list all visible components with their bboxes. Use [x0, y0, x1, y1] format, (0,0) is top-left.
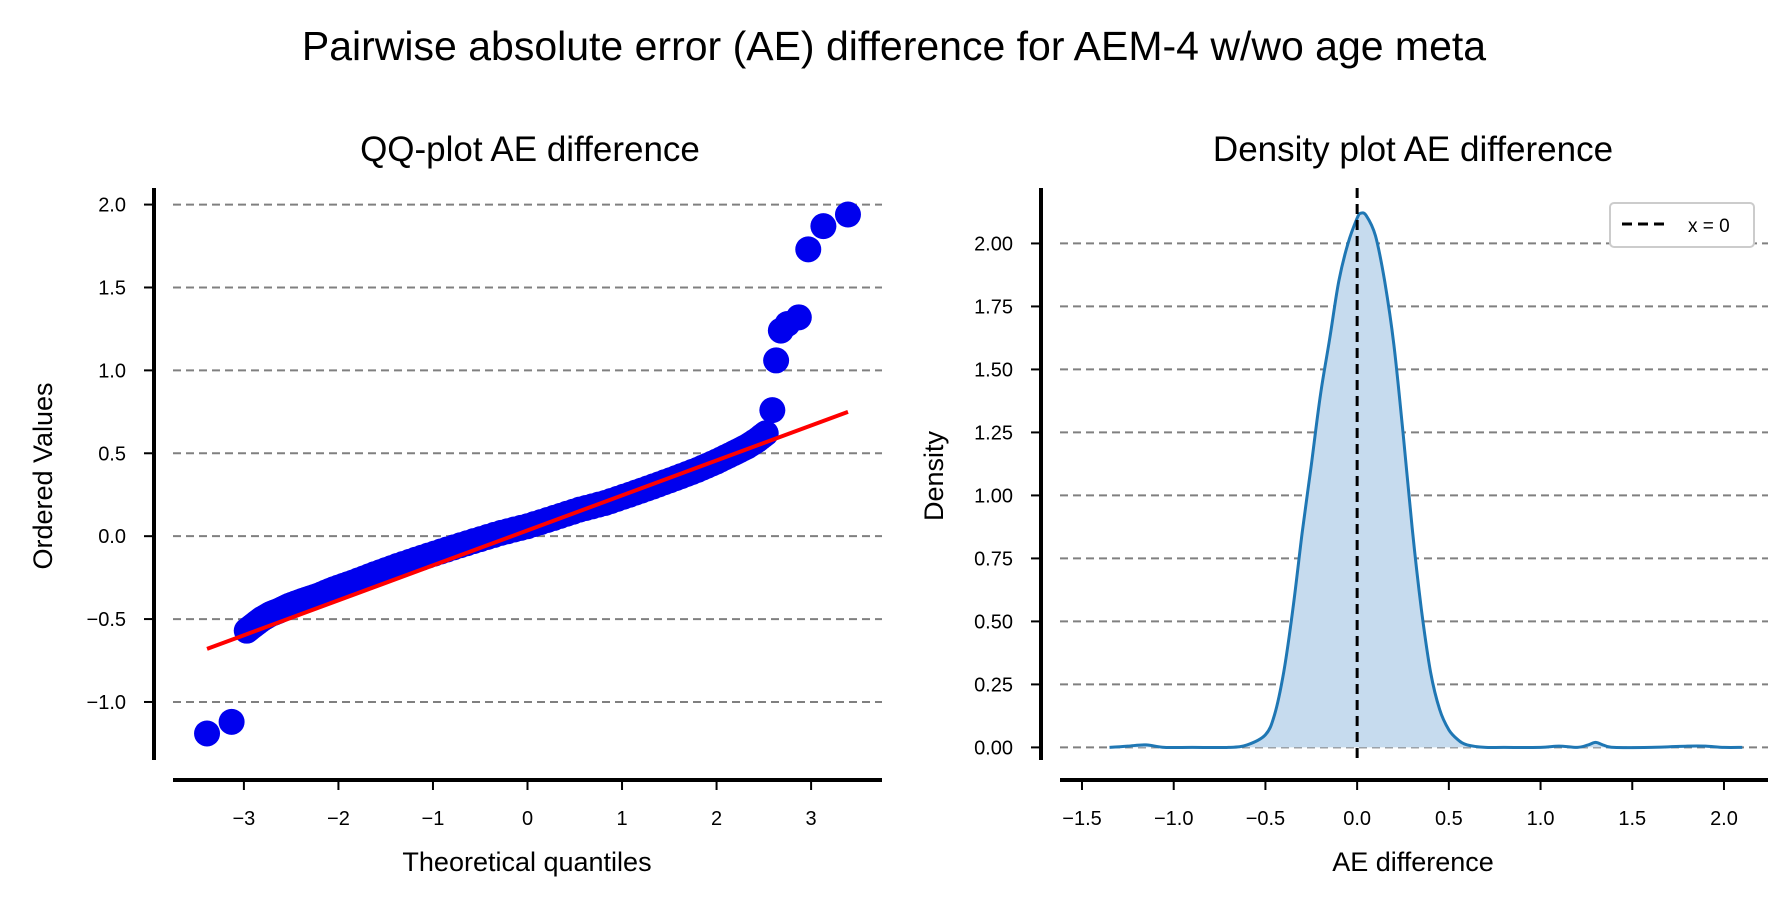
density-y-tick-label: 0.25	[974, 674, 1013, 696]
qq-y-tick-label: −1.0	[87, 692, 126, 714]
density-x-tick-label: 2.0	[1710, 808, 1738, 830]
density-curve	[1109, 211, 1743, 750]
qq-y-tick-label: 2.0	[98, 195, 126, 217]
qq-x-tick-label: 2	[711, 808, 722, 830]
qq-x-tick-label: 1	[616, 808, 627, 830]
qq-y-ticks: −1.0 −0.5 0.0 0.5 1.0 1.5 2.0	[87, 195, 154, 714]
density-y-tick-label: 1.75	[974, 296, 1013, 318]
density-plot-panel: Density plot AE difference −1.5 −1.0 −0.5 0…	[919, 130, 1768, 877]
density-fill-area	[1109, 212, 1743, 748]
density-x-axis-label: AE difference	[1332, 847, 1494, 877]
qq-point	[834, 201, 861, 228]
qq-y-tick-label: 0.5	[98, 443, 126, 465]
density-legend: x = 0	[1609, 202, 1755, 248]
qq-x-ticks: −3 −2 −1 0 1 2 3	[232, 780, 817, 830]
qq-point	[194, 720, 221, 747]
qq-plot-title: QQ-plot AE difference	[360, 130, 700, 169]
density-y-tick-label: 1.00	[974, 485, 1013, 507]
density-x-ticks: −1.5 −1.0 −0.5 0.0 0.5 1.0 1.5 2.0	[1062, 780, 1738, 830]
density-y-axis-label: Density	[919, 430, 949, 521]
qq-y-tick-label: 1.0	[98, 360, 126, 382]
qq-x-tick-label: −1	[422, 808, 445, 830]
qq-point	[810, 213, 837, 240]
density-x-tick-label: 1.0	[1527, 808, 1555, 830]
qq-x-tick-label: 0	[522, 808, 533, 830]
qq-point	[795, 236, 822, 263]
density-y-tick-label: 0.75	[974, 548, 1013, 570]
qq-y-tick-label: 1.5	[98, 277, 126, 299]
qq-y-axis-label: Ordered Values	[28, 382, 58, 569]
qq-y-tick-label: −0.5	[87, 609, 126, 631]
legend-label: x = 0	[1688, 216, 1730, 237]
qq-y-tick-label: 0.0	[98, 526, 126, 548]
density-y-tick-label: 0.50	[974, 611, 1013, 633]
density-y-tick-label: 0.00	[974, 737, 1013, 759]
qq-points	[194, 201, 861, 747]
qq-fit-line-group	[206, 409, 849, 651]
density-y-tick-label: 1.50	[974, 359, 1013, 381]
density-y-tick-label: 1.25	[974, 422, 1013, 444]
qq-x-axis-label: Theoretical quantiles	[402, 847, 651, 877]
qq-point	[218, 708, 245, 735]
qq-x-tick-label: −3	[232, 808, 255, 830]
density-x-tick-label: −1.5	[1062, 808, 1101, 830]
qq-fit-line	[206, 409, 849, 651]
density-x-tick-label: 0.0	[1343, 808, 1371, 830]
density-x-tick-label: 0.5	[1435, 808, 1463, 830]
qq-x-tick-label: −2	[327, 808, 350, 830]
qq-point	[763, 347, 790, 374]
qq-point	[785, 304, 812, 331]
qq-gridlines	[173, 203, 882, 703]
density-y-tick-label: 2.00	[974, 233, 1013, 255]
legend-box	[1609, 202, 1755, 248]
qq-x-tick-label: 3	[806, 808, 817, 830]
density-x-tick-label: 1.5	[1618, 808, 1646, 830]
density-x-tick-label: −1.0	[1154, 808, 1193, 830]
qq-plot-panel: QQ-plot AE difference −3 −2 −1 0 1 2 3 −1.0 −0.…	[28, 130, 882, 877]
qq-point	[759, 397, 786, 424]
density-x-tick-label: −0.5	[1246, 808, 1285, 830]
density-plot-title: Density plot AE difference	[1213, 130, 1613, 169]
figure-title: Pairwise absolute error (AE) difference …	[302, 23, 1486, 69]
density-y-ticks: 0.00 0.25 0.50 0.75 1.00 1.25 1.50 1.75 2.00	[974, 233, 1041, 759]
